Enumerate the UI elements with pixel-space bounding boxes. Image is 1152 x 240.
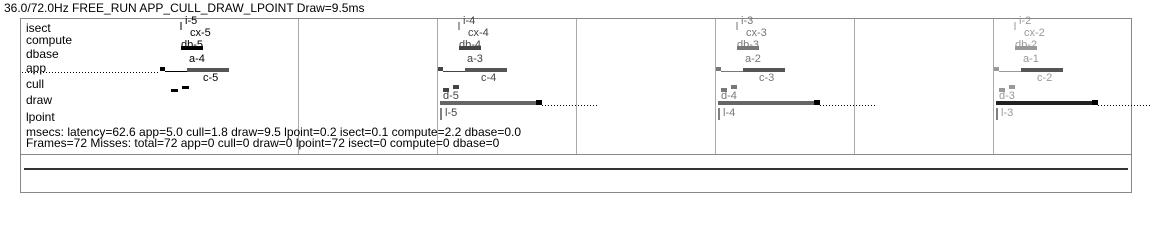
frame-label: db-4 (459, 39, 481, 51)
frame-label: l-5 (445, 107, 457, 119)
cull-bar (721, 88, 727, 92)
row-label: dbase (26, 47, 59, 61)
frame-label: a-2 (745, 53, 761, 65)
dbase-bar (737, 46, 759, 50)
frame-label: i-4 (463, 15, 475, 27)
frame-label: a-1 (1023, 53, 1039, 65)
frame-label: d-4 (721, 90, 737, 102)
frame-label: db-3 (737, 39, 759, 51)
frame-label: d-5 (443, 90, 459, 102)
frame-label: db-2 (1015, 39, 1037, 51)
cull-bar (1009, 85, 1015, 89)
frame-label: c-2 (1037, 72, 1052, 84)
cull-bar (182, 86, 189, 89)
frame-label: cx-5 (190, 27, 211, 39)
frame-label: cx-2 (1024, 27, 1045, 39)
row-label: app (26, 61, 46, 75)
frame-label: i-5 (185, 15, 197, 27)
app-bar (1021, 68, 1063, 72)
cull-bar (171, 89, 178, 92)
frame-label: l-3 (1001, 107, 1013, 119)
lower-box (20, 154, 1132, 193)
row-label: isect (26, 21, 51, 35)
stats-line: Frames=72 Misses: total=72 app=0 cull=0 … (26, 136, 500, 150)
frame-label: cx-4 (468, 27, 489, 39)
frame-label: db-5 (181, 39, 203, 51)
header: 36.0/72.0Hz FREE_RUN APP_CULL_DRAW_LPOIN… (4, 1, 364, 15)
app-bar (187, 68, 229, 72)
frame-label: c-5 (203, 72, 218, 84)
cull-bar (731, 85, 737, 89)
cull-bar (453, 85, 459, 89)
row-label: compute (26, 33, 72, 47)
draw-end (1092, 100, 1098, 105)
frame-label: l-4 (723, 107, 735, 119)
draw-bar (718, 101, 816, 105)
frame-label: c-4 (481, 72, 496, 84)
frame-label: c-3 (759, 72, 774, 84)
frame-label: a-3 (467, 53, 483, 65)
draw-end (536, 100, 542, 105)
draw-bar (996, 101, 1094, 105)
app-mark (994, 67, 999, 71)
app-bar (743, 68, 785, 72)
frame-label: cx-3 (746, 27, 767, 39)
dbase-bar (1015, 46, 1037, 50)
dbase-bar (181, 46, 203, 50)
dividers (298, 19, 994, 154)
draw-end (814, 100, 820, 105)
frame-label: i-2 (1019, 15, 1031, 27)
row-label: lpoint (26, 110, 55, 124)
app-mark (438, 67, 443, 71)
cull-bar (443, 88, 449, 92)
frame-label: i-3 (741, 15, 753, 27)
draw-bar (440, 101, 538, 105)
app-mark (160, 67, 165, 71)
stats-line: msecs: latency=62.6 app=5.0 cull=1.8 dra… (26, 125, 521, 139)
row-label: cull (26, 77, 44, 91)
row-label: draw (26, 93, 52, 107)
app-mark (716, 67, 721, 71)
dbase-bar (459, 46, 481, 50)
frame-label: d-3 (999, 90, 1015, 102)
app-bar (465, 68, 507, 72)
stats-panel: 36.0/72.0Hz FREE_RUN APP_CULL_DRAW_LPOIN… (4, 1, 1152, 193)
cull-bar (999, 88, 1005, 92)
frame-label: a-4 (189, 53, 205, 65)
